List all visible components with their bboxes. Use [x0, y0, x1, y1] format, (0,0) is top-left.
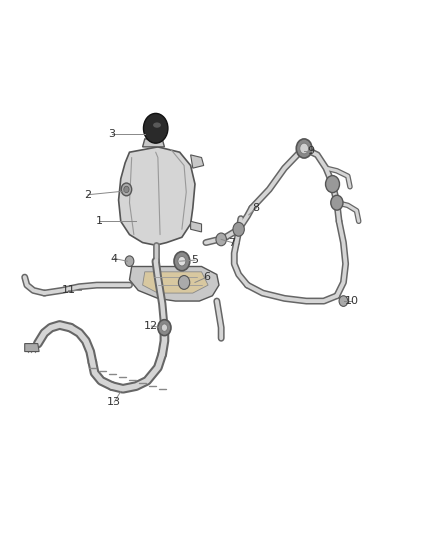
Circle shape [121, 183, 132, 196]
Circle shape [296, 139, 312, 158]
Text: 12: 12 [144, 321, 159, 331]
Text: 6: 6 [203, 272, 210, 282]
Text: 4: 4 [111, 254, 118, 263]
Text: 7: 7 [229, 238, 236, 247]
Text: 2: 2 [85, 190, 92, 200]
Circle shape [178, 256, 186, 266]
Circle shape [124, 186, 129, 192]
Text: 10: 10 [345, 296, 359, 306]
Circle shape [300, 143, 308, 154]
Polygon shape [143, 272, 208, 293]
Text: 8: 8 [253, 203, 260, 213]
Ellipse shape [153, 123, 161, 128]
Circle shape [144, 114, 168, 143]
Circle shape [216, 233, 226, 246]
Circle shape [325, 175, 339, 192]
Text: 1: 1 [95, 216, 102, 227]
Circle shape [174, 252, 190, 271]
Text: 5: 5 [191, 255, 198, 265]
Polygon shape [25, 344, 39, 352]
Text: 11: 11 [61, 286, 75, 295]
Circle shape [158, 320, 171, 336]
Polygon shape [143, 139, 164, 147]
Circle shape [125, 256, 134, 266]
Circle shape [161, 324, 167, 332]
Text: 9: 9 [307, 146, 314, 156]
Circle shape [178, 276, 190, 289]
Circle shape [331, 195, 343, 210]
Polygon shape [130, 266, 219, 301]
Polygon shape [191, 221, 201, 232]
Circle shape [233, 222, 244, 236]
Circle shape [339, 296, 348, 306]
Text: 3: 3 [109, 128, 116, 139]
Text: 13: 13 [107, 397, 121, 407]
Polygon shape [191, 155, 204, 168]
Polygon shape [119, 147, 195, 245]
